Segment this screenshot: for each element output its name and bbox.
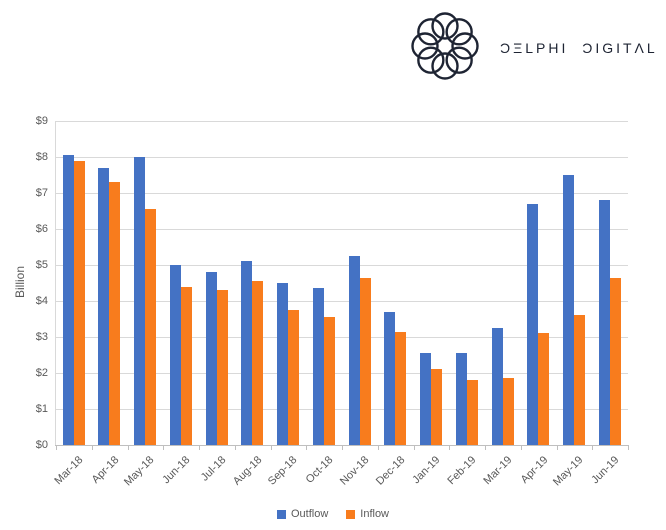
bar-inflow-May-19 xyxy=(574,315,585,445)
bar-outflow-Jun-18 xyxy=(169,265,181,445)
gridline xyxy=(56,301,628,302)
bar-outflow-Dec-18 xyxy=(384,311,396,445)
gridline xyxy=(56,337,628,338)
bar-inflow-Nov-18 xyxy=(359,277,371,445)
x-axis-line xyxy=(55,445,629,446)
y-tick-label: $1 xyxy=(35,403,48,415)
bar-outflow-Apr-19 xyxy=(527,203,539,445)
x-axis-tick xyxy=(342,446,343,450)
knot-loop xyxy=(445,18,473,46)
bar-outflow-Nov-18 xyxy=(348,256,360,445)
delphi-digital-knot-icon xyxy=(411,12,479,80)
gridline xyxy=(56,229,628,230)
x-axis-tick xyxy=(628,446,629,450)
bar-outflow-Feb-19 xyxy=(455,353,467,445)
bar-outflow-Oct-18 xyxy=(312,288,324,445)
legend-label: Outflow xyxy=(290,508,329,520)
x-axis-tick xyxy=(377,446,379,450)
chart-legend: Outflow Inflow xyxy=(0,508,666,520)
gridline xyxy=(56,373,628,374)
bar-outflow-Mar-18 xyxy=(62,155,74,445)
y-tick-label: $9 xyxy=(35,115,48,127)
legend-item-inflow: Inflow xyxy=(346,508,389,520)
x-axis-tick xyxy=(592,446,594,450)
brand-header: ƆΞLPHI ƆIGITΛL xyxy=(0,0,666,100)
y-tick-label: $3 xyxy=(35,331,48,343)
knot-loop xyxy=(431,52,459,80)
knot-loop xyxy=(417,46,445,74)
x-axis-tick xyxy=(234,446,236,450)
y-tick-label: $2 xyxy=(35,367,48,379)
bar-outflow-Aug-18 xyxy=(241,261,253,445)
x-axis-tick xyxy=(91,446,93,450)
x-axis-tick xyxy=(556,446,558,450)
y-tick-label: $6 xyxy=(35,223,48,235)
bar-inflow-Apr-18 xyxy=(109,182,121,445)
knot-loop xyxy=(451,32,479,60)
bar-inflow-Jun-19 xyxy=(609,277,621,445)
bar-inflow-Apr-19 xyxy=(538,333,550,445)
bar-outflow-Jun-19 xyxy=(598,200,610,445)
bar-inflow-Jul-18 xyxy=(216,290,228,445)
y-tick-label: $5 xyxy=(35,259,48,271)
knot-loop xyxy=(431,12,459,40)
bar-inflow-Aug-18 xyxy=(252,281,264,445)
plot-area xyxy=(55,121,629,450)
bar-inflow-May-18 xyxy=(145,209,156,445)
bar-inflow-Dec-18 xyxy=(395,331,407,445)
x-axis-tick xyxy=(270,446,272,450)
knot-loop xyxy=(411,32,439,60)
x-axis-tick xyxy=(306,446,308,450)
legend-swatch-icon xyxy=(276,509,286,519)
bar-outflow-Mar-19 xyxy=(491,328,503,445)
bar-inflow-Jan-19 xyxy=(431,369,442,445)
gridline xyxy=(56,157,628,158)
knot-loop xyxy=(417,18,445,46)
bar-outflow-Jul-18 xyxy=(205,272,217,445)
bar-outflow-Apr-18 xyxy=(98,167,110,445)
legend-label: Inflow xyxy=(360,508,390,520)
y-tick-label: $8 xyxy=(35,151,48,163)
bar-chart: Billion $0 $1 $2 $3 $4 $5 $6 $7 $8 $9 Mar-18 Apr-1… xyxy=(0,100,666,530)
legend-item-outflow: Outflow xyxy=(276,508,329,520)
y-tick-label: $7 xyxy=(35,187,48,199)
knot-loop xyxy=(445,46,473,74)
x-axis-tick xyxy=(485,446,486,450)
gridline xyxy=(56,193,628,194)
y-tick-label: $4 xyxy=(35,295,48,307)
x-axis-tick xyxy=(163,446,165,450)
bar-outflow-Jan-19 xyxy=(420,353,431,445)
y-tick-label: $0 xyxy=(35,439,48,451)
legend-swatch-icon xyxy=(346,509,356,519)
gridline xyxy=(56,265,628,266)
x-axis-tick xyxy=(199,446,200,450)
x-axis-tick xyxy=(449,446,451,450)
bar-inflow-Sep-18 xyxy=(288,310,299,445)
gridline xyxy=(56,121,628,122)
bar-outflow-May-19 xyxy=(563,175,574,445)
bar-inflow-Mar-18 xyxy=(73,160,85,445)
bar-inflow-Jun-18 xyxy=(180,286,192,445)
gridline xyxy=(56,409,628,410)
bar-inflow-Feb-19 xyxy=(466,380,478,445)
x-axis-tick xyxy=(520,446,522,450)
bar-inflow-Oct-18 xyxy=(323,317,335,445)
bar-outflow-May-18 xyxy=(134,157,145,445)
x-axis-tick xyxy=(127,446,129,450)
bar-outflow-Sep-18 xyxy=(277,283,288,445)
brand-wordmark: ƆΞLPHI ƆIGITΛL xyxy=(500,40,658,56)
x-axis-tick xyxy=(413,446,415,450)
bar-inflow-Mar-19 xyxy=(502,378,514,445)
x-axis-tick xyxy=(56,446,57,450)
